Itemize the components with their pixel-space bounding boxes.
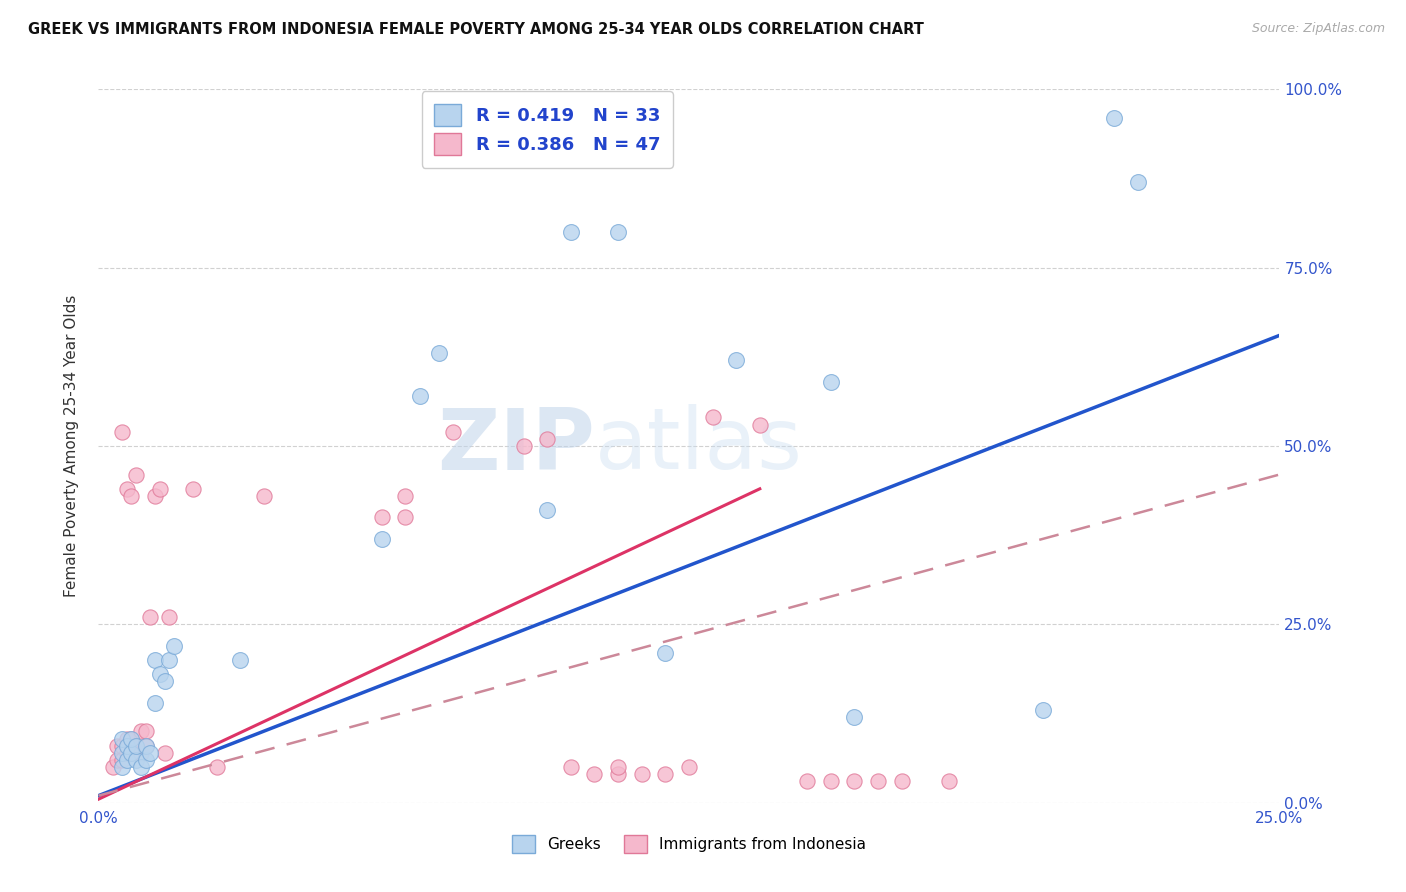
Text: Source: ZipAtlas.com: Source: ZipAtlas.com [1251, 22, 1385, 36]
Point [135, 724, 157, 739]
Point [796, 774, 818, 789]
Point [560, 760, 582, 774]
Point [129, 724, 152, 739]
Point [115, 746, 138, 760]
Point [678, 760, 700, 774]
Point [938, 774, 960, 789]
Point [181, 482, 204, 496]
Legend: Greeks, Immigrants from Indonesia: Greeks, Immigrants from Indonesia [506, 829, 872, 859]
Point [115, 731, 138, 746]
Point [149, 482, 172, 496]
Point [135, 739, 157, 753]
Point [115, 753, 138, 767]
Point [115, 739, 138, 753]
Point [408, 389, 430, 403]
Point [125, 739, 148, 753]
Point [153, 674, 176, 689]
Point [427, 346, 450, 360]
Point [607, 760, 630, 774]
Point [654, 767, 676, 781]
Text: atlas: atlas [595, 404, 803, 488]
Point [702, 410, 724, 425]
Point [371, 510, 394, 524]
Point [101, 760, 124, 774]
Point [121, 746, 143, 760]
Point [844, 774, 866, 789]
Point [394, 510, 416, 524]
Point [129, 746, 152, 760]
Point [820, 774, 842, 789]
Point [143, 653, 166, 667]
Point [820, 375, 842, 389]
Point [583, 767, 606, 781]
Point [157, 610, 180, 624]
Point [111, 753, 134, 767]
Point [607, 767, 630, 781]
Point [135, 739, 157, 753]
Point [129, 760, 152, 774]
Point [394, 489, 416, 503]
Point [139, 746, 162, 760]
Point [121, 731, 143, 746]
Point [748, 417, 770, 432]
Point [143, 489, 166, 503]
Point [125, 753, 148, 767]
Point [844, 710, 866, 724]
Point [253, 489, 276, 503]
Point [125, 739, 148, 753]
Y-axis label: Female Poverty Among 25-34 Year Olds: Female Poverty Among 25-34 Year Olds [65, 295, 79, 597]
Point [1102, 111, 1125, 125]
Point [441, 425, 464, 439]
Point [111, 760, 134, 774]
Point [607, 225, 630, 239]
Point [163, 639, 186, 653]
Point [157, 653, 180, 667]
Point [121, 731, 143, 746]
Point [153, 746, 176, 760]
Point [149, 667, 172, 681]
Point [111, 425, 134, 439]
Point [115, 482, 138, 496]
Point [121, 489, 143, 503]
Text: ZIP: ZIP [437, 404, 595, 488]
Point [725, 353, 748, 368]
Point [105, 753, 128, 767]
Point [371, 532, 394, 546]
Point [139, 610, 162, 624]
Point [560, 225, 582, 239]
Point [866, 774, 889, 789]
Point [135, 753, 157, 767]
Point [125, 467, 148, 482]
Point [1032, 703, 1054, 717]
Point [229, 653, 252, 667]
Point [1126, 175, 1149, 189]
Point [205, 760, 228, 774]
Point [512, 439, 534, 453]
Point [536, 432, 558, 446]
Point [143, 696, 166, 710]
Point [654, 646, 676, 660]
Text: GREEK VS IMMIGRANTS FROM INDONESIA FEMALE POVERTY AMONG 25-34 YEAR OLDS CORRELAT: GREEK VS IMMIGRANTS FROM INDONESIA FEMAL… [28, 22, 924, 37]
Point [111, 739, 134, 753]
Point [105, 739, 128, 753]
Point [536, 503, 558, 517]
Point [121, 746, 143, 760]
Point [111, 746, 134, 760]
Point [630, 767, 652, 781]
Point [890, 774, 912, 789]
Point [111, 731, 134, 746]
